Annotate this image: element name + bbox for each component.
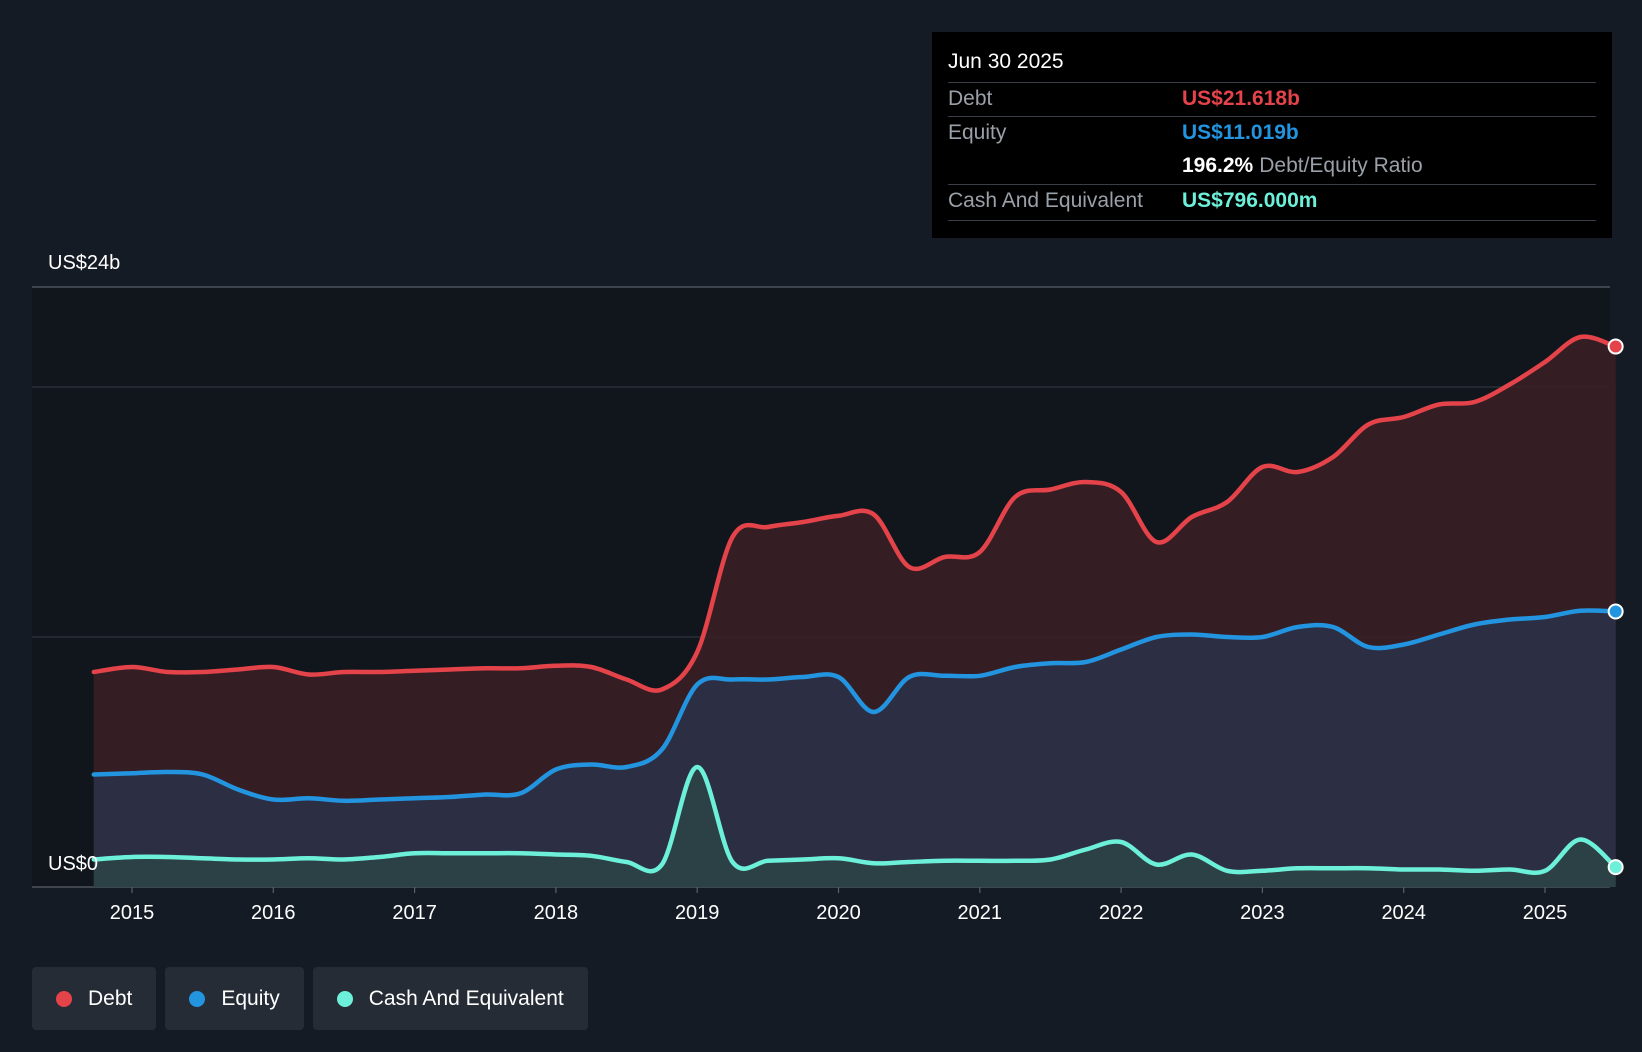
tooltip-cash-label: Cash And Equivalent [948,189,1143,212]
x-tick-label: 2016 [251,902,296,924]
legend-dot-debt [56,990,72,1007]
cash-and-equivalent-area [93,766,1616,887]
x-tick-label: 2015 [110,902,155,924]
x-axis-ticks: 2015 2016 2017 2018 2019 2020 2021 2022 2023 2024… [110,887,1568,924]
equity-line [91,608,1618,804]
debt-endpoint [1607,338,1624,355]
equity-endpoint [1607,603,1624,620]
legend-label-equity: Equity [221,986,280,1010]
series-areas [93,336,1616,887]
tooltip-cash-value: US$796.000m [1182,189,1318,212]
x-tick-label: 2024 [1381,902,1426,924]
legend-label-debt: Debt [88,986,133,1010]
x-tick-label: 2022 [1099,902,1144,924]
legend-dot-cash [336,990,353,1007]
tooltip-row-debt: Debt US$21.618b [948,82,1596,117]
legend-dot-equity [189,990,206,1007]
tooltip-panel: Jun 30 2025 Debt US$21.618b Equity US$11… [932,32,1612,238]
x-tick-label: 2018 [534,902,579,924]
x-tick-label: 2017 [392,902,437,924]
debt-line [91,334,1618,693]
tooltip-date: Jun 30 2025 [948,50,1064,73]
tooltip-equity-value: US$11.019b [1182,121,1299,144]
x-tick-label: 2020 [816,902,861,924]
y-axis-label-bottom: US$0 [48,853,98,875]
series-endpoints [1607,338,1624,876]
legend-item-debt[interactable]: Debt [32,967,157,1030]
y-axis-label-top: US$24b [48,252,120,274]
equity-area [93,610,1616,887]
cash-and-equivalent-endpoint [1607,859,1624,876]
legend-label-cash: Cash And Equivalent [368,986,564,1010]
legend-item-equity[interactable]: Equity [165,967,304,1030]
tooltip-debt-label: Debt [948,87,993,110]
x-tick-label: 2021 [958,902,1003,924]
tooltip-equity-label: Equity [948,121,1007,144]
x-tick-label: 2023 [1240,902,1285,924]
series-lines [91,334,1618,875]
tooltip-ratio-label: Debt/Equity Ratio [1259,154,1423,177]
legend-item-cash[interactable]: Cash And Equivalent [312,967,588,1030]
tooltip-ratio: 196.2% Debt/Equity Ratio [1182,150,1423,182]
legend: Debt Equity Cash And Equivalent [32,967,588,1030]
tooltip-divider [948,220,1596,221]
x-tick-label: 2025 [1523,902,1568,924]
tooltip-ratio-value: 196.2% [1182,154,1254,177]
tooltip-row-ratio: 196.2% Debt/Equity Ratio [948,150,1596,184]
tooltip-debt-value: US$21.618b [1182,87,1300,110]
tooltip-row-cash: Cash And Equivalent US$796.000m [948,184,1596,219]
x-tick-label: 2019 [675,902,720,924]
cash-and-equivalent-line [91,764,1618,875]
tooltip-row-equity: Equity US$11.019b [948,116,1596,151]
